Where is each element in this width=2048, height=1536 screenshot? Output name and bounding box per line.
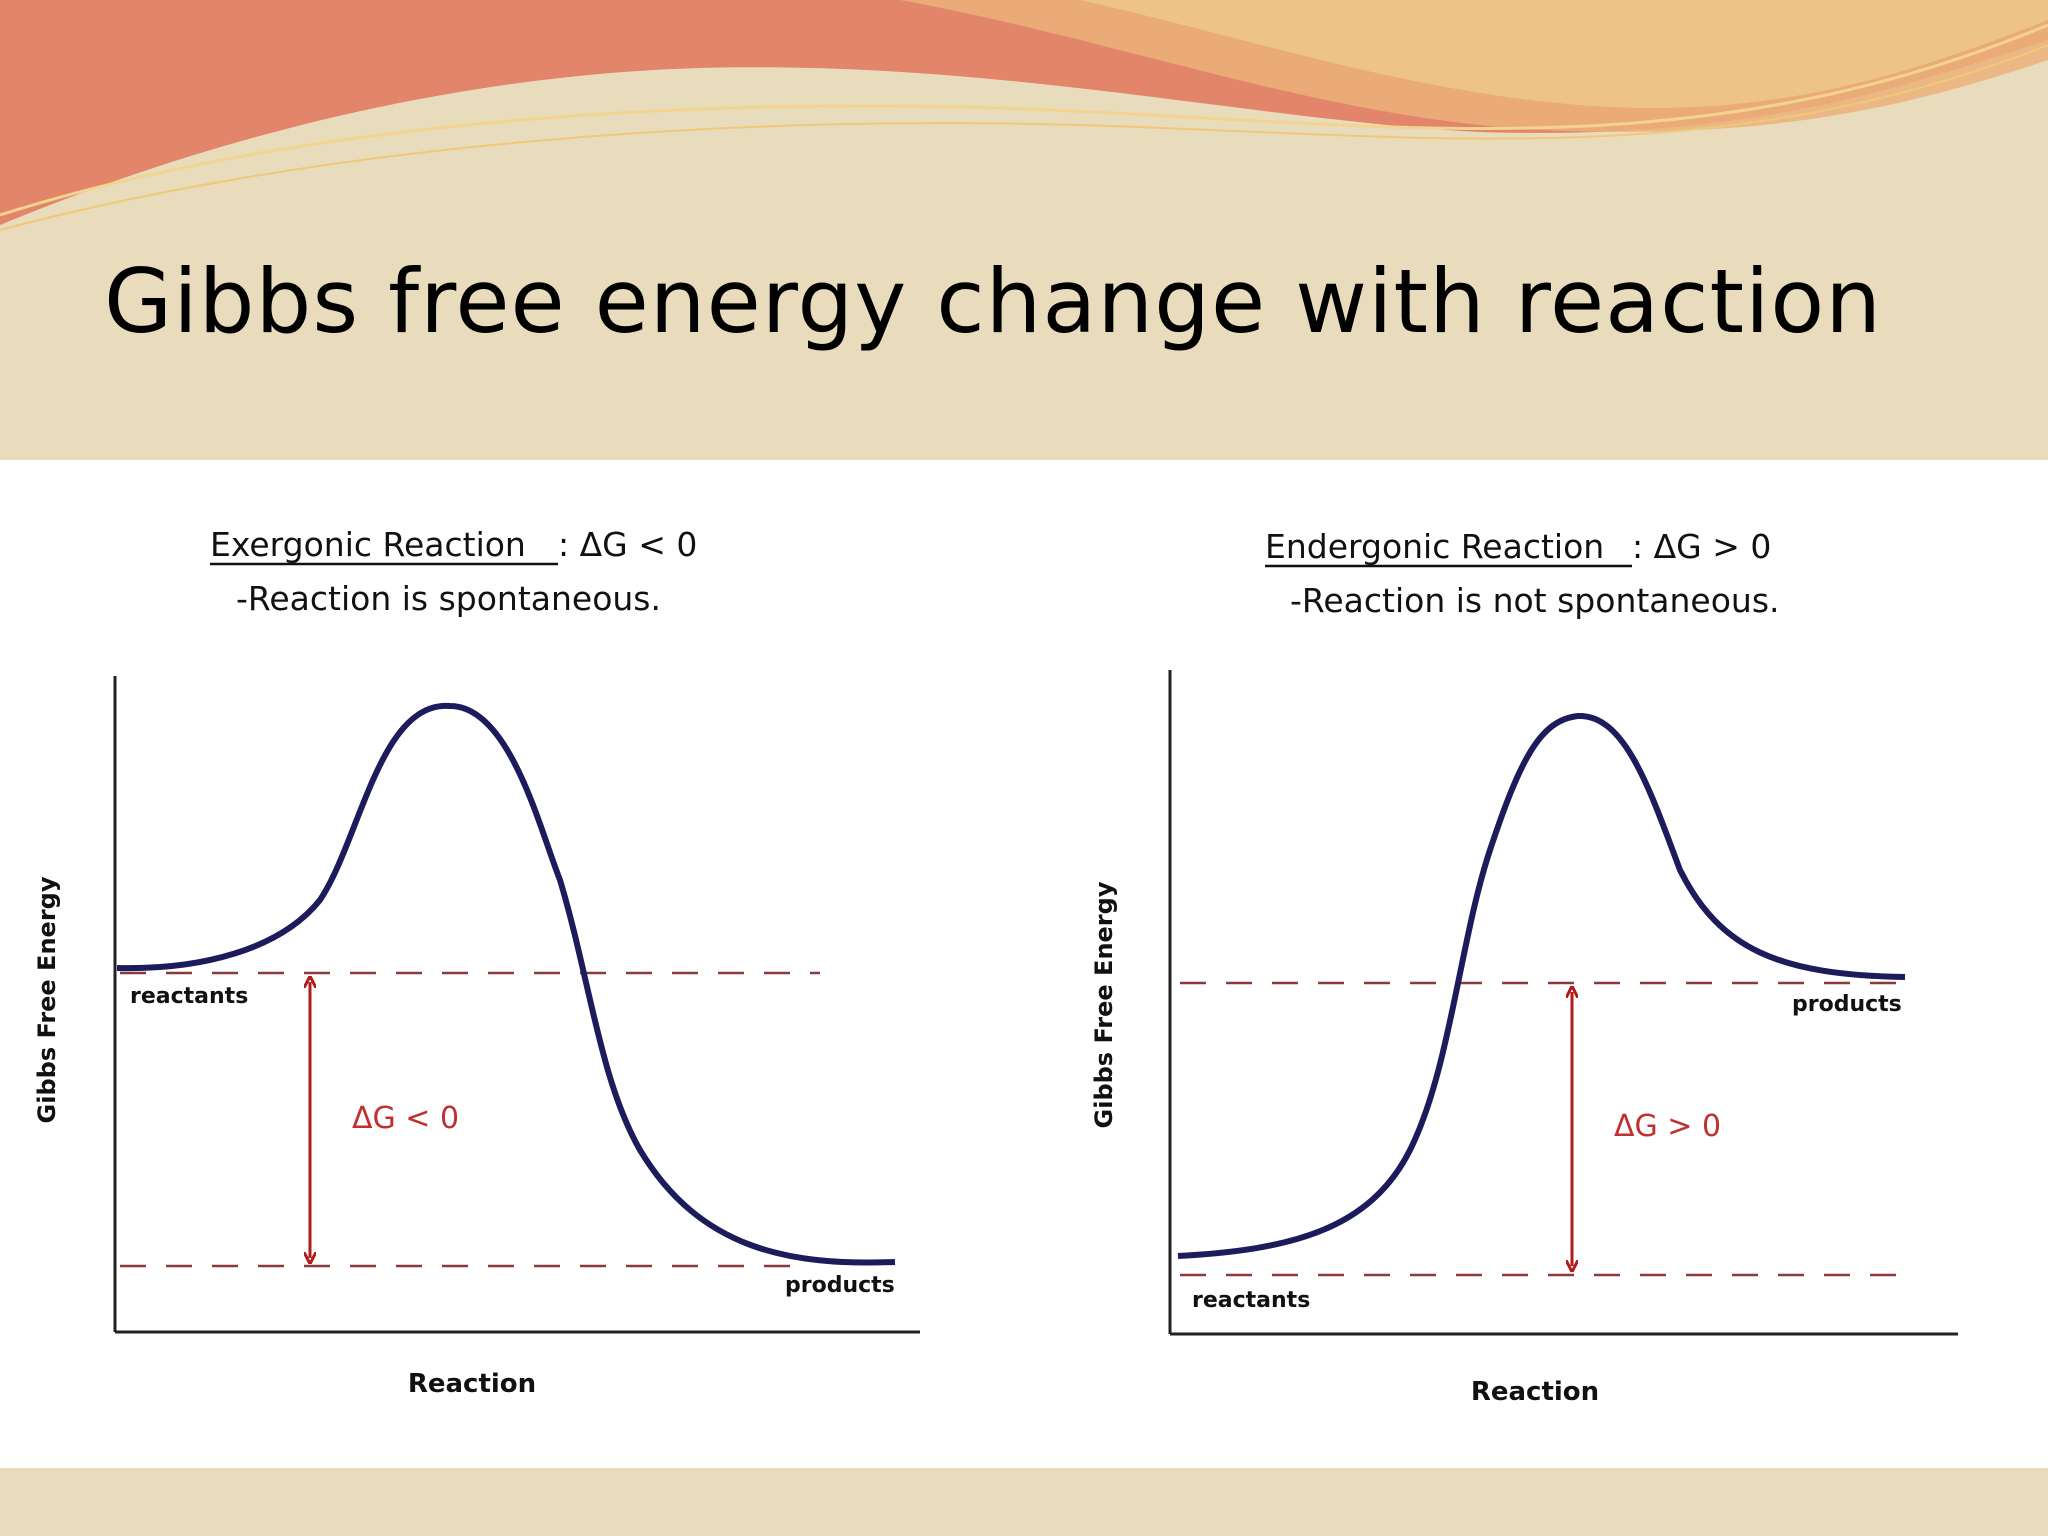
exergonic-x-axis-label: Reaction: [408, 1369, 536, 1399]
endergonic-reactants-label: reactants: [1192, 1288, 1310, 1313]
exergonic-y-axis-label: Gibbs Free Energy: [33, 876, 61, 1123]
endergonic-products-label: products: [1792, 992, 1902, 1017]
endergonic-y-axis-label: Gibbs Free Energy: [1090, 881, 1118, 1128]
endergonic-heading-label: Endergonic Reaction: [1265, 527, 1604, 566]
header-wave-decoration: [0, 0, 2048, 231]
endergonic-heading-condition: : ΔG > 0: [1632, 527, 1771, 566]
exergonic-energy-curve: [116, 702, 896, 1266]
header-band: Gibbs free energy change with reaction: [0, 0, 2048, 460]
endergonic-delta-g-label: ΔG > 0: [1614, 1109, 1721, 1144]
footer-band: [0, 1468, 2048, 1536]
slide-title: Gibbs free energy change with reaction: [104, 250, 1883, 353]
exergonic-products-label: products: [785, 1273, 895, 1298]
endergonic-diagram: Endergonic Reaction : ΔG > 0 -Reaction i…: [1090, 527, 1958, 1407]
exergonic-reactants-label: reactants: [130, 984, 248, 1009]
endergonic-energy-curve: [1177, 712, 1906, 1259]
exergonic-delta-g-label: ΔG < 0: [352, 1101, 459, 1136]
exergonic-diagram: Exergonic Reaction : ΔG < 0 -Reaction is…: [33, 525, 920, 1399]
exergonic-subheading: -Reaction is spontaneous.: [236, 579, 661, 618]
endergonic-subheading: -Reaction is not spontaneous.: [1290, 581, 1780, 620]
endergonic-x-axis-label: Reaction: [1471, 1377, 1599, 1407]
exergonic-heading-condition: : ΔG < 0: [558, 525, 697, 564]
content-area: [0, 460, 2048, 1468]
exergonic-heading-label: Exergonic Reaction: [210, 525, 526, 564]
